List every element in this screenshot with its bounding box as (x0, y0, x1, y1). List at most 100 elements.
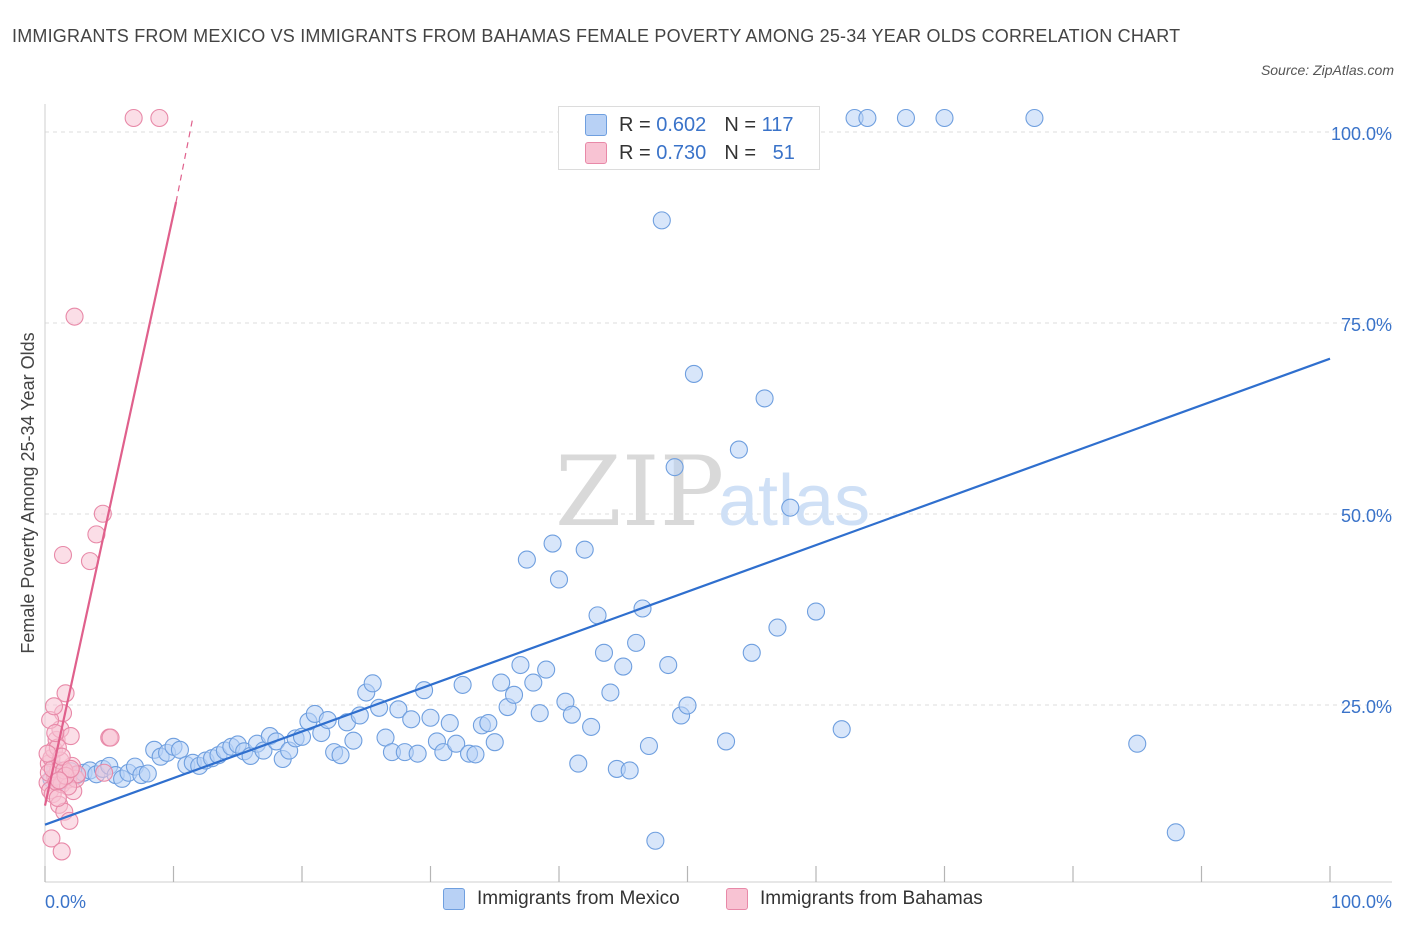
data-point-mexico (832, 720, 851, 739)
data-point-mexico (562, 705, 581, 724)
data-point-mexico (652, 211, 671, 230)
legend-item-mexico[interactable]: Immigrants from Mexico (443, 888, 680, 910)
data-point-mexico (742, 643, 761, 662)
data-point-bahamas (48, 788, 67, 808)
data-point-mexico (858, 108, 877, 128)
legend-row-bahamas: R = 0.730 N = 51 (585, 140, 795, 166)
data-point-bahamas (65, 307, 84, 326)
data-point-mexico (331, 746, 350, 765)
data-point-mexico (1166, 823, 1185, 842)
source-label: Source: ZipAtlas.com (1260, 62, 1394, 78)
data-point-mexico (569, 754, 588, 773)
data-point-mexico (530, 704, 549, 723)
series-legend: Immigrants from Mexico Immigrants from B… (0, 888, 1406, 916)
data-point-bahamas (61, 759, 80, 778)
data-point-mexico (479, 714, 498, 733)
x-tick-label-max: 100.0% (1331, 892, 1392, 912)
data-point-mexico (639, 736, 659, 756)
data-point-mexico (627, 633, 646, 652)
y-tick-label: 50.0% (1341, 506, 1392, 526)
data-point-bahamas (124, 108, 143, 128)
data-point-bahamas (50, 771, 69, 790)
r-value: 0.730 (656, 141, 707, 164)
data-point-mexico (170, 740, 189, 759)
trend-line-bahamas (43, 201, 178, 806)
legend-swatch-mexico (585, 114, 607, 136)
r-label: R = (619, 141, 651, 164)
r-value: 0.602 (656, 113, 707, 136)
data-point-mexico (601, 683, 620, 702)
n-value: 117 (761, 113, 794, 136)
data-point-mexico (665, 458, 684, 477)
data-point-mexico (138, 764, 157, 783)
trend-line-bahamas-extension (175, 117, 194, 203)
y-tick-label: 25.0% (1341, 697, 1392, 717)
data-point-mexico (524, 673, 543, 692)
legend-swatch-bahamas (585, 142, 607, 164)
data-point-mexico (408, 744, 427, 763)
watermark: ZIP atlas (555, 436, 870, 548)
data-point-mexico (806, 602, 826, 621)
data-point-mexico (543, 534, 562, 553)
data-point-mexico (389, 700, 408, 719)
data-point-mexico (781, 498, 800, 517)
data-point-mexico (485, 733, 504, 752)
data-point-mexico (453, 675, 472, 694)
legend-item-bahamas[interactable]: Immigrants from Bahamas (726, 888, 983, 910)
trend-lines (43, 117, 1331, 826)
x-tick-label-min: 0.0% (45, 892, 86, 912)
data-point-mexico (716, 732, 736, 751)
data-point-mexico (344, 731, 363, 750)
data-point-bahamas (38, 744, 57, 763)
data-point-mexico (1025, 108, 1044, 128)
data-point-mexico (620, 761, 639, 780)
data-point-mexico (511, 655, 530, 675)
r-label: R = (619, 113, 651, 136)
trend-line-mexico (44, 357, 1331, 826)
gridlines (45, 131, 1392, 706)
legend-swatch-bahamas (726, 888, 748, 910)
data-point-mexico (537, 660, 556, 679)
data-point-mexico (614, 657, 633, 676)
data-point-mexico (729, 440, 748, 459)
y-axis-label: Female Poverty Among 25-34 Year Olds (18, 332, 38, 653)
watermark-zip: ZIP (555, 436, 724, 548)
data-point-mexico (646, 831, 665, 850)
data-point-mexico (684, 364, 703, 383)
legend-row-mexico: R = 0.602 N = 117 (585, 112, 793, 138)
data-point-mexico (440, 714, 459, 733)
data-point-mexico (582, 717, 601, 736)
legend-swatch-mexico (443, 888, 465, 910)
data-point-mexico (575, 540, 594, 559)
data-point-bahamas (42, 829, 61, 848)
data-point-bahamas (53, 545, 73, 565)
legend-label-mexico: Immigrants from Mexico (477, 888, 680, 909)
data-point-bahamas (101, 728, 120, 747)
data-point-bahamas (95, 763, 114, 782)
data-point-mexico (363, 674, 382, 693)
n-label: N = (724, 141, 756, 164)
data-point-mexico (935, 108, 954, 128)
data-point-bahamas (150, 108, 169, 128)
data-point-mexico (517, 550, 536, 569)
data-point-mexico (896, 108, 916, 128)
data-point-mexico (370, 698, 389, 717)
data-point-mexico (402, 710, 421, 729)
data-point-mexico (466, 745, 485, 764)
y-tick-label: 100.0% (1331, 124, 1392, 144)
data-point-mexico (678, 696, 697, 715)
data-point-bahamas (52, 842, 71, 861)
legend-label-bahamas: Immigrants from Bahamas (760, 888, 983, 909)
chart-title: IMMIGRANTS FROM MEXICO VS IMMIGRANTS FRO… (12, 26, 1181, 46)
data-point-mexico (447, 734, 466, 753)
data-point-mexico (549, 570, 569, 589)
data-point-mexico (659, 655, 678, 675)
tick-labels: 25.0% 50.0% 75.0% 100.0% 0.0% 100.0% (45, 124, 1392, 912)
data-point-mexico (434, 743, 453, 762)
data-point-mexico (421, 708, 440, 727)
n-label: N = (724, 113, 756, 136)
data-point-mexico (504, 685, 524, 704)
data-point-mexico (492, 673, 511, 692)
data-point-mexico (768, 618, 787, 637)
